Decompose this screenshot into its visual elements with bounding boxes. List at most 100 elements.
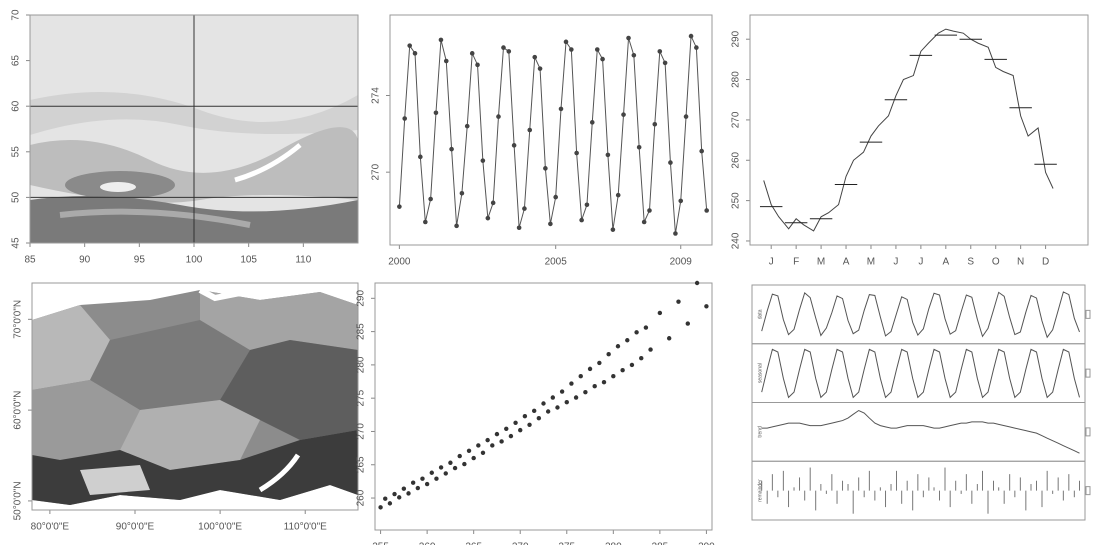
data-point [699, 148, 704, 154]
scatter-point [615, 344, 621, 349]
x-tick-label: 265 [465, 542, 482, 545]
stl-scale-bar [1085, 486, 1091, 496]
scatter-point [573, 395, 579, 400]
data-point [537, 66, 543, 71]
data-point [412, 51, 418, 56]
scatter-point [392, 491, 397, 497]
x-tick-label: 100°0'0"E [198, 522, 242, 533]
data-point [543, 166, 548, 171]
region [200, 290, 358, 350]
scatter-point [378, 505, 383, 510]
scatter-point [420, 476, 425, 481]
data-point [443, 58, 449, 64]
plot-frame [374, 282, 713, 531]
x-tick-label: M [817, 257, 825, 268]
y-tick-label: 50°0'0"N [13, 481, 24, 520]
stl-scale-bar [1085, 309, 1091, 319]
scatter-point [587, 366, 593, 372]
data-point [688, 33, 694, 39]
y-tick-label: 45 [11, 237, 22, 249]
scatter-point [401, 486, 407, 491]
scatter-point [457, 453, 462, 459]
y-tick-label: 285 [356, 323, 367, 340]
x-tick-label: 2009 [670, 257, 693, 268]
scatter-point [559, 389, 565, 394]
y-tick-label: 260 [356, 489, 367, 506]
x-tick-label: F [793, 257, 799, 268]
stl-panel-frame [751, 402, 1086, 462]
scatter-point [494, 431, 500, 437]
scatter-point [387, 501, 393, 506]
scatter-point [485, 437, 490, 443]
scatter-point [550, 395, 556, 400]
data-point [569, 47, 574, 52]
scatter-point [643, 325, 649, 330]
scatter-point [434, 476, 439, 481]
data-point [402, 116, 407, 121]
scatter-point [466, 448, 472, 453]
data-point [428, 196, 433, 202]
coast [198, 287, 241, 302]
stl-scale-bar [1085, 368, 1091, 378]
region [80, 465, 150, 495]
y-tick-label: 274 [371, 87, 382, 104]
y-tick-label: 70°0'0"N [13, 300, 24, 339]
x-tick-label: 110°0'0"E [284, 522, 328, 533]
scatter-point [564, 399, 569, 405]
stl-panel-label: seasonal [757, 363, 763, 383]
data-point [423, 219, 428, 225]
scatter-point [555, 405, 560, 410]
y-tick-label: 60 [11, 100, 22, 112]
data-point [626, 35, 631, 41]
daily-line [763, 28, 1054, 232]
scatter-point [536, 415, 542, 421]
data-point [584, 202, 590, 208]
data-point [485, 215, 491, 221]
scatter-point [429, 470, 434, 475]
data-point [683, 114, 689, 119]
y-tick-label: 290 [356, 290, 367, 307]
stl-panel-frame [751, 460, 1086, 521]
scatter-point [383, 496, 388, 501]
plot-frame [389, 14, 713, 246]
scatter-point [569, 381, 574, 386]
scatter-point [504, 426, 509, 432]
data-point [574, 150, 579, 156]
data-point [652, 121, 658, 127]
x-tick-label: A [942, 257, 949, 268]
data-point [407, 43, 412, 48]
stl-panel-frame [751, 343, 1086, 403]
stl-panel-label: data [757, 309, 763, 319]
data-point [496, 114, 501, 119]
x-tick-label: 105 [240, 255, 257, 266]
data-point [600, 56, 605, 62]
data-point [506, 49, 512, 54]
data-point [522, 206, 527, 211]
data-point [673, 231, 678, 236]
scatter-point [424, 481, 430, 487]
plot-frame [749, 14, 1089, 246]
y-tick-label: 50 [11, 191, 22, 203]
raster-lake [234, 143, 302, 183]
scatter-point [499, 439, 504, 444]
y-tick-label: 265 [356, 456, 367, 473]
data-point [490, 200, 496, 206]
data-point [475, 62, 480, 68]
y-tick-label: 270 [731, 111, 742, 128]
data-point [694, 45, 699, 50]
data-point [657, 49, 663, 54]
x-tick-label: N [1017, 257, 1024, 268]
stl-line [761, 291, 1080, 339]
data-point [662, 60, 668, 66]
scatter-point [406, 491, 411, 496]
y-tick-label: 250 [731, 192, 742, 209]
data-point [558, 106, 564, 112]
scatter-point [448, 460, 453, 465]
scatter-point [471, 455, 476, 461]
scatter-point [648, 347, 653, 352]
data-point [615, 192, 621, 198]
x-tick-label: J [769, 257, 774, 268]
scatter-point [694, 280, 700, 286]
scatter-point [666, 336, 672, 341]
